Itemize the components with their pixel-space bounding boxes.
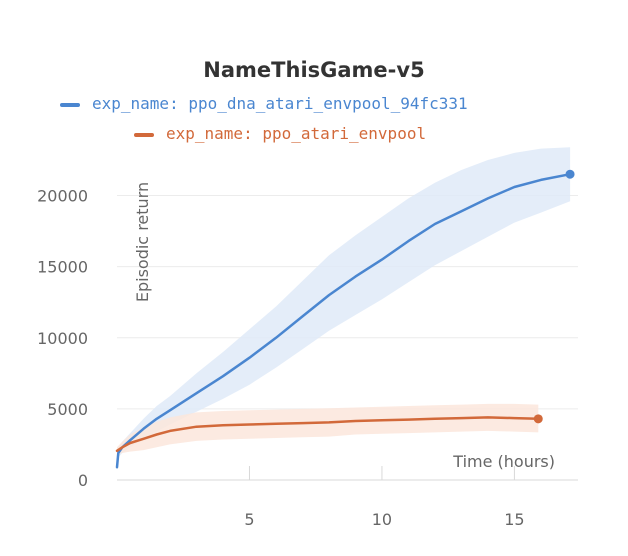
legend-label-ppo: exp_name: ppo_atari_envpool [166,124,427,143]
y-tick-label-0: 0 [78,471,88,490]
x-tick-label-0: 5 [244,510,254,529]
series-end-point-0 [565,169,575,179]
series-line-0 [115,172,572,469]
series-band-0 [117,147,571,470]
legend-entry-dna[interactable]: exp_name: ppo_dna_atari_envpool_94fc331 [60,94,468,113]
confidence-bands [117,147,571,470]
series-line-1 [115,416,540,453]
x-tick-label-2: 15 [504,510,524,529]
legend-entry-ppo[interactable]: exp_name: ppo_atari_envpool [134,124,426,143]
y-tick-label-1: 5000 [47,400,88,419]
series-lines [115,169,575,469]
series-band-1 [117,403,539,455]
y-tick-label-4: 20000 [37,187,88,206]
x-tick-label-1: 10 [372,510,392,529]
y-tick-label-2: 10000 [37,329,88,348]
legend-swatch-dna [60,102,80,107]
tick-labels: 0 5000 10000 15000 20000 5 10 15 Time (hours) Epi… [37,182,555,529]
axes [117,466,578,481]
chart-title: NameThisGame-v5 [203,58,425,82]
y-tick-label-3: 15000 [37,258,88,277]
legend-label-dna: exp_name: ppo_dna_atari_envpool_94fc331 [92,94,468,113]
y-axis-label: Episodic return [133,182,152,302]
series-end-point-1 [533,414,543,424]
x-axis-label: Time (hours) [452,452,555,471]
legend-swatch-ppo [134,132,154,137]
